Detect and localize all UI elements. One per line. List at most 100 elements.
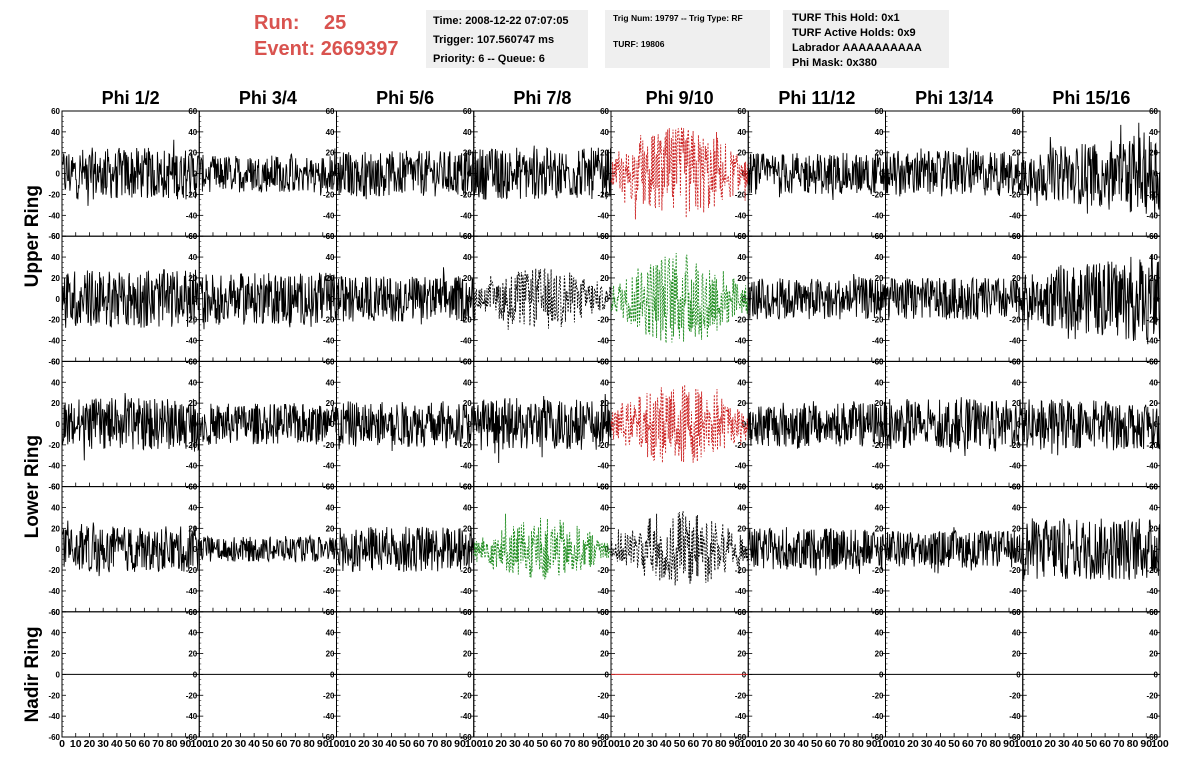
y-tick-label: 60	[737, 608, 746, 617]
y-tick-label: 60	[463, 608, 472, 617]
y-tick-label: -20	[48, 566, 60, 575]
y-tick-label: 60	[737, 483, 746, 492]
y-tick-label: 0	[56, 170, 61, 179]
y-tick-label: -40	[872, 337, 884, 346]
waveform-trace	[473, 513, 612, 580]
waveform-trace	[336, 526, 475, 573]
x-tick-label: 60	[962, 738, 974, 750]
y-tick-label: 60	[463, 232, 472, 241]
y-tick-label: -20	[323, 316, 335, 325]
x-tick-label: 70	[976, 738, 988, 750]
waveform-trace	[336, 267, 475, 325]
y-tick-label: -60	[323, 232, 335, 241]
y-tick-label: 60	[326, 608, 335, 617]
x-tick-label: 80	[166, 738, 178, 750]
y-tick-label: -20	[872, 566, 884, 575]
y-tick-label: 40	[188, 378, 197, 387]
y-tick-label: -40	[1146, 337, 1158, 346]
y-tick-label: -40	[597, 587, 609, 596]
waveform-trace	[885, 397, 1024, 457]
x-tick-label: 50	[537, 738, 549, 750]
waveform-trace	[1022, 122, 1161, 217]
y-tick-label: 60	[463, 107, 472, 116]
waveform-trace	[336, 150, 475, 200]
waveform-trace	[610, 127, 749, 220]
y-tick-label: -20	[460, 441, 472, 450]
x-tick-label: 60	[139, 738, 151, 750]
y-tick-label: 20	[188, 650, 197, 659]
x-tick-label: 0	[59, 738, 65, 750]
x-tick-label: 90	[591, 738, 603, 750]
y-tick-label: 60	[875, 483, 884, 492]
y-tick-label: 40	[1012, 629, 1021, 638]
x-tick-label: 20	[221, 738, 233, 750]
y-tick-label: 60	[737, 232, 746, 241]
y-tick-label: 0	[605, 295, 610, 304]
y-tick-label: 40	[326, 253, 335, 262]
y-tick-label: 0	[56, 670, 61, 679]
y-tick-label: 20	[51, 399, 60, 408]
y-tick-label: 20	[600, 524, 609, 533]
y-tick-label: 0	[879, 170, 884, 179]
waveform-trace	[473, 393, 612, 464]
y-tick-label: 60	[875, 232, 884, 241]
y-tick-label: 40	[51, 503, 60, 512]
y-tick-label: 40	[600, 503, 609, 512]
y-tick-label: 60	[51, 232, 60, 241]
y-tick-label: -40	[323, 337, 335, 346]
turf-info-box: TURF This Hold: 0x1 TURF Active Holds: 0…	[783, 10, 949, 69]
y-tick-label: -60	[186, 608, 198, 617]
y-tick-label: -60	[48, 232, 60, 241]
x-tick-label: 100	[877, 738, 895, 750]
y-tick-label: 60	[737, 357, 746, 366]
waveform-trace	[473, 145, 612, 200]
y-tick-label: 40	[737, 378, 746, 387]
y-tick-label: 40	[600, 253, 609, 262]
y-tick-label: 60	[188, 232, 197, 241]
time-line: Time: 2008-12-22 07:07:05	[433, 15, 569, 27]
column-title: Phi 9/10	[646, 88, 714, 108]
x-tick-label: 60	[550, 738, 562, 750]
waveform-trace	[885, 276, 1024, 320]
y-tick-label: 60	[1012, 107, 1021, 116]
row-title: Lower Ring	[22, 435, 43, 538]
turf-active-line: TURF Active Holds: 0x9	[792, 27, 916, 39]
waveform-trace	[61, 139, 200, 206]
x-tick-label: 40	[386, 738, 398, 750]
y-tick-label: -20	[1009, 316, 1021, 325]
y-tick-label: -20	[735, 190, 747, 199]
y-tick-label: -60	[323, 733, 335, 742]
turf-count-line: TURF: 19806	[613, 39, 665, 49]
y-tick-label: -20	[186, 190, 198, 199]
y-tick-label: 40	[1149, 128, 1158, 137]
y-tick-label: -20	[597, 691, 609, 700]
waveform-trace	[61, 520, 200, 577]
y-tick-label: 20	[1012, 524, 1021, 533]
y-tick-label: 20	[1012, 274, 1021, 283]
y-tick-label: 60	[463, 483, 472, 492]
x-tick-label: 50	[811, 738, 823, 750]
y-tick-label: 0	[330, 295, 335, 304]
y-tick-label: -20	[597, 441, 609, 450]
y-tick-label: -60	[48, 608, 60, 617]
y-tick-label: -20	[186, 566, 198, 575]
x-tick-label: 30	[1058, 738, 1070, 750]
y-tick-label: -20	[872, 316, 884, 325]
y-tick-label: 40	[188, 253, 197, 262]
waveform-trace	[885, 527, 1024, 574]
x-tick-label: 30	[372, 738, 384, 750]
y-tick-label: -20	[872, 441, 884, 450]
y-tick-label: -40	[186, 211, 198, 220]
y-tick-label: 40	[188, 128, 197, 137]
y-tick-label: -40	[48, 462, 60, 471]
y-tick-label: -40	[872, 712, 884, 721]
y-tick-label: 40	[600, 629, 609, 638]
